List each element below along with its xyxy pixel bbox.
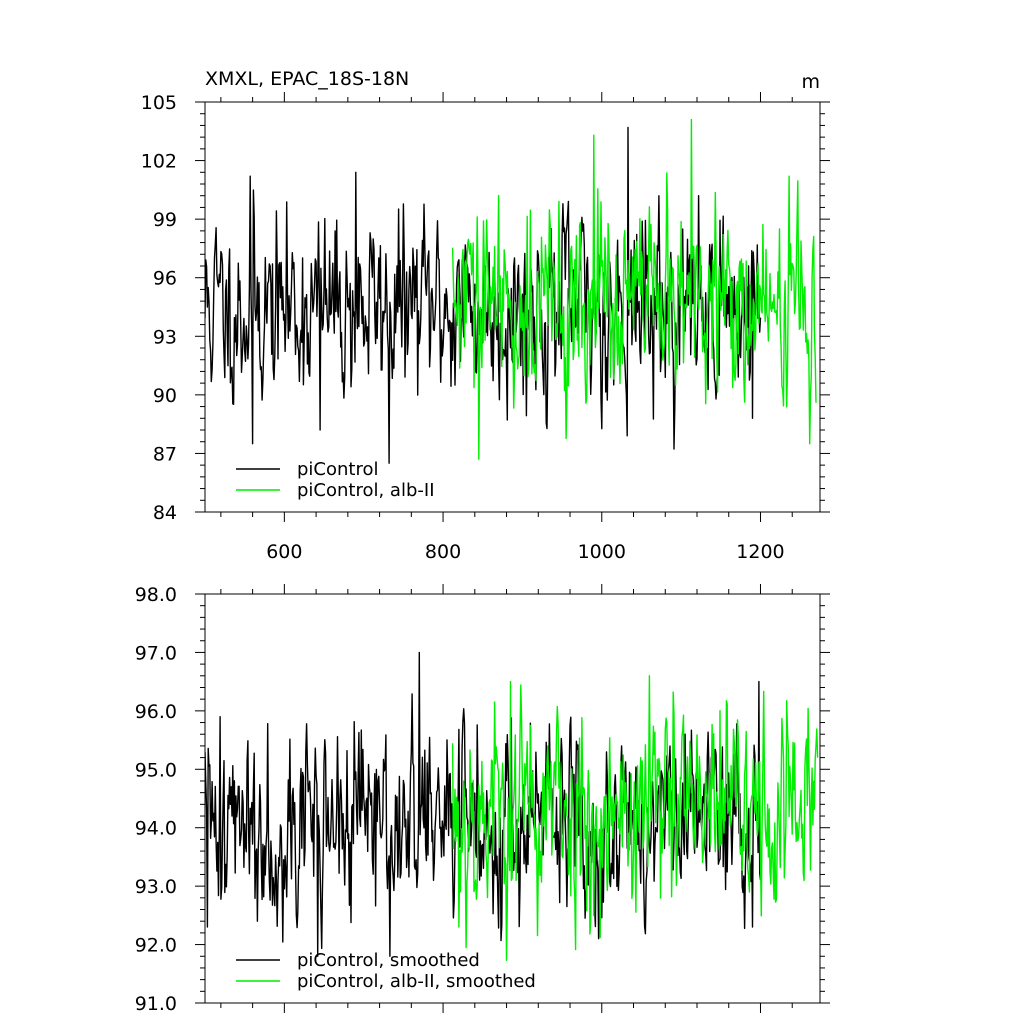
series-line-alb-ii [451,675,819,961]
legend-label: piControl [297,459,379,480]
y-tick-label: 94.0 [135,818,177,840]
y-tick-label: 96.0 [135,701,177,723]
legend-label: piControl, alb-II [297,480,435,501]
y-tick-label: 95.0 [135,759,177,781]
y-tick-label: 93.0 [135,876,177,898]
legend-label: piControl, smoothed [297,950,480,971]
units-label: m [801,71,820,93]
y-tick-label: 91.0 [135,993,177,1015]
chart-title: XMXL, EPAC_18S-18N [205,68,409,90]
y-tick-label: 99 [153,209,177,231]
y-tick-label: 92.0 [135,935,177,957]
y-tick-label: 93 [153,326,177,348]
plot-frame [204,101,821,513]
plot-frame [204,593,821,1004]
y-tick-label: 90 [153,385,177,407]
y-tick-label: 98.0 [135,584,177,606]
y-tick-label: 87 [153,443,177,465]
series-line-picontrol [205,651,762,957]
bottom-panel: 91.0 92.0 93.0 94.0 95.0 96.0 97.0 98.0 piContro… [135,584,830,1015]
top-panel: 84 87 90 93 96 99 102 105 600 800 1000 1200 XMXL, EP… [141,68,830,563]
y-tick-label: 84 [153,502,177,524]
y-tick-label: 105 [141,92,177,114]
series-line-alb-ii [451,118,817,460]
x-tick-label: 1200 [736,541,784,563]
y-tick-label: 102 [141,151,177,173]
legend-label: piControl, alb-II, smoothed [297,971,536,992]
x-tick-label: 1000 [578,541,626,563]
y-tick-label: 96 [153,268,177,290]
y-tick-label: 97.0 [135,642,177,664]
x-tick-label: 600 [266,541,302,563]
x-tick-label: 800 [425,541,461,563]
